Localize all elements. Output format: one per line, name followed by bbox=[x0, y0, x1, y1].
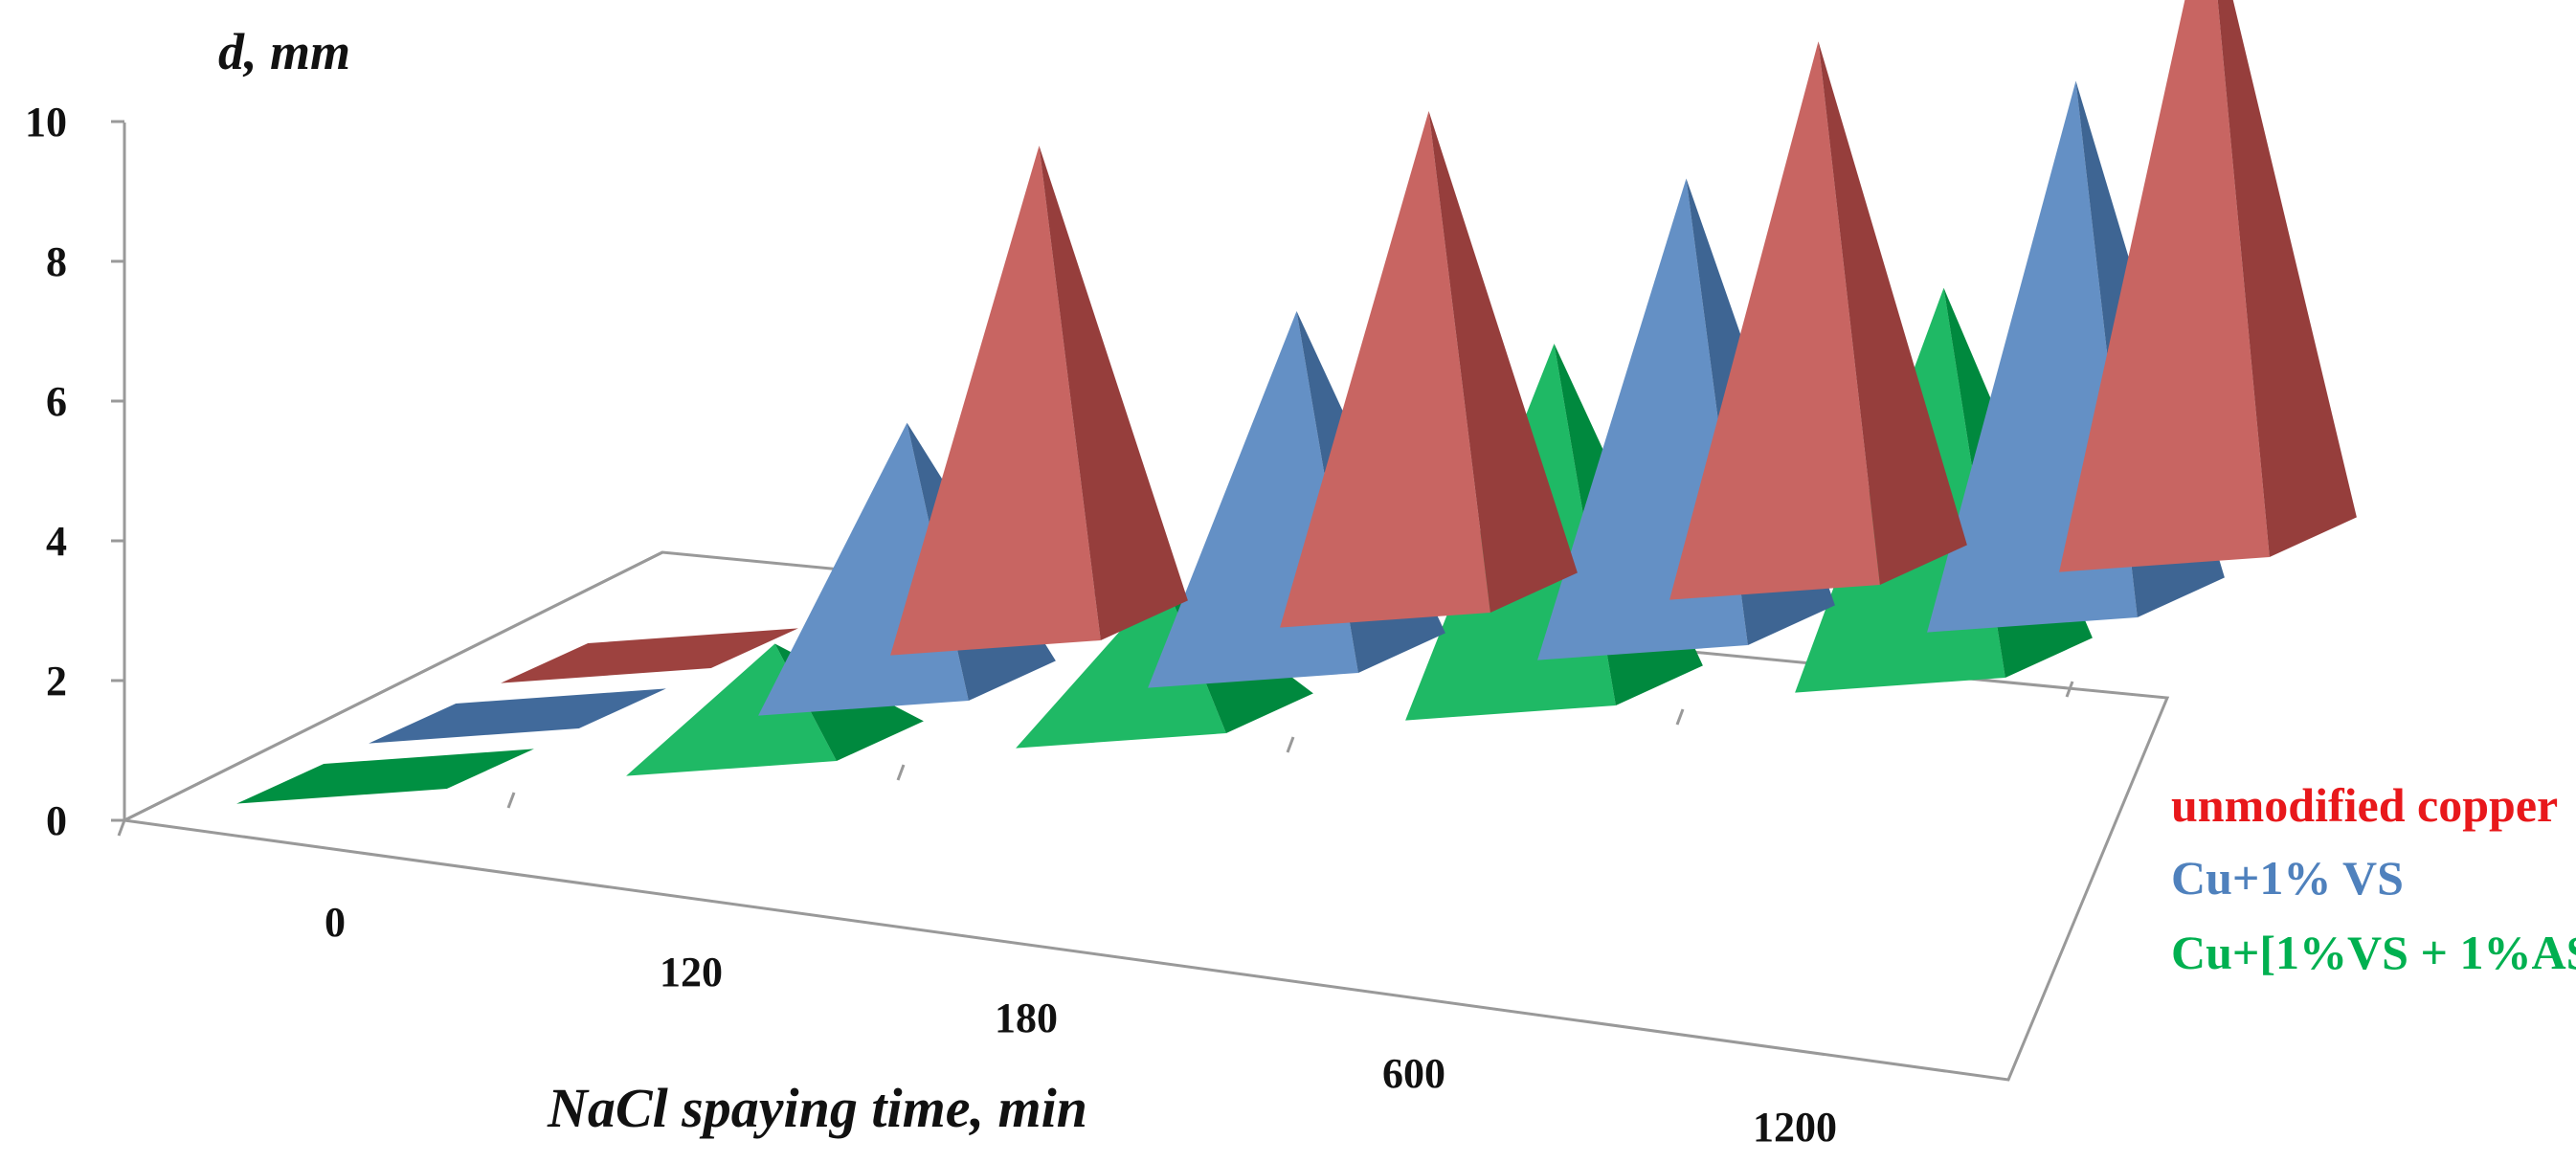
x-tick-label: 180 bbox=[995, 995, 1058, 1041]
pyramids-layer bbox=[236, 0, 2357, 804]
pyramid-side-face bbox=[1428, 111, 1578, 613]
pyramid-side-face bbox=[1818, 41, 1967, 585]
pyramid-bar bbox=[890, 145, 1188, 656]
x-tick-mark bbox=[506, 792, 516, 809]
pyramid-base bbox=[236, 749, 534, 804]
y-tick-label: 10 bbox=[25, 99, 67, 145]
x-tick-mark bbox=[2065, 681, 2074, 698]
legend-label-cu-vs-as: Cu+[1%VS + 1%AS] bbox=[2171, 926, 2576, 979]
x-tick-mark bbox=[117, 819, 126, 837]
pyramid-front-face bbox=[2059, 0, 2270, 572]
x-tick-label: 600 bbox=[1382, 1050, 1445, 1097]
x-tick-marks bbox=[117, 681, 2074, 837]
pyramid-front-face bbox=[890, 145, 1101, 656]
y-tick-label: 8 bbox=[46, 238, 67, 285]
x-tick-label: 1200 bbox=[1753, 1104, 1837, 1151]
pyramid-bar bbox=[501, 628, 798, 683]
pyramid-bar bbox=[2059, 0, 2357, 572]
pyramid-front-face bbox=[1669, 41, 1880, 600]
back-wall-edge bbox=[123, 550, 663, 822]
y-tick-label: 0 bbox=[46, 797, 67, 844]
x-tick-label: 0 bbox=[325, 899, 346, 946]
y-tick-label: 2 bbox=[46, 658, 67, 705]
pyramid-side-face bbox=[2217, 0, 2357, 557]
legend: unmodified copper Cu+1% VS Cu+[1%VS + 1%… bbox=[2171, 778, 2576, 979]
pyramid-base bbox=[501, 628, 798, 683]
pyramid-bar bbox=[369, 688, 666, 744]
pyramid-bar bbox=[1669, 41, 1967, 600]
pyramid-side-face bbox=[1039, 145, 1188, 641]
x-axis-title: NaCl spaying time, min bbox=[547, 1077, 1087, 1139]
x-tick-label: 120 bbox=[660, 949, 723, 995]
x-tick-mark bbox=[1675, 708, 1685, 726]
pyramid-bar bbox=[236, 749, 534, 804]
y-tick-marks bbox=[111, 120, 124, 822]
y-tick-label: 6 bbox=[46, 378, 67, 425]
pyramid-base bbox=[369, 688, 666, 744]
y-axis-title: d, mm bbox=[218, 23, 350, 80]
x-tick-mark bbox=[1286, 736, 1295, 753]
y-tick-labels: 0 2 4 6 8 10 bbox=[25, 99, 67, 844]
x-tick-mark bbox=[896, 764, 906, 781]
pyramid-bar bbox=[1280, 111, 1578, 628]
y-tick-label: 4 bbox=[46, 518, 67, 565]
x-tick-labels: 0 120 180 600 1200 bbox=[325, 899, 1837, 1151]
legend-label-unmodified-copper: unmodified copper bbox=[2171, 778, 2558, 832]
pyramid-front-face bbox=[1280, 111, 1490, 628]
legend-label-cu-vs: Cu+1% VS bbox=[2171, 851, 2404, 905]
